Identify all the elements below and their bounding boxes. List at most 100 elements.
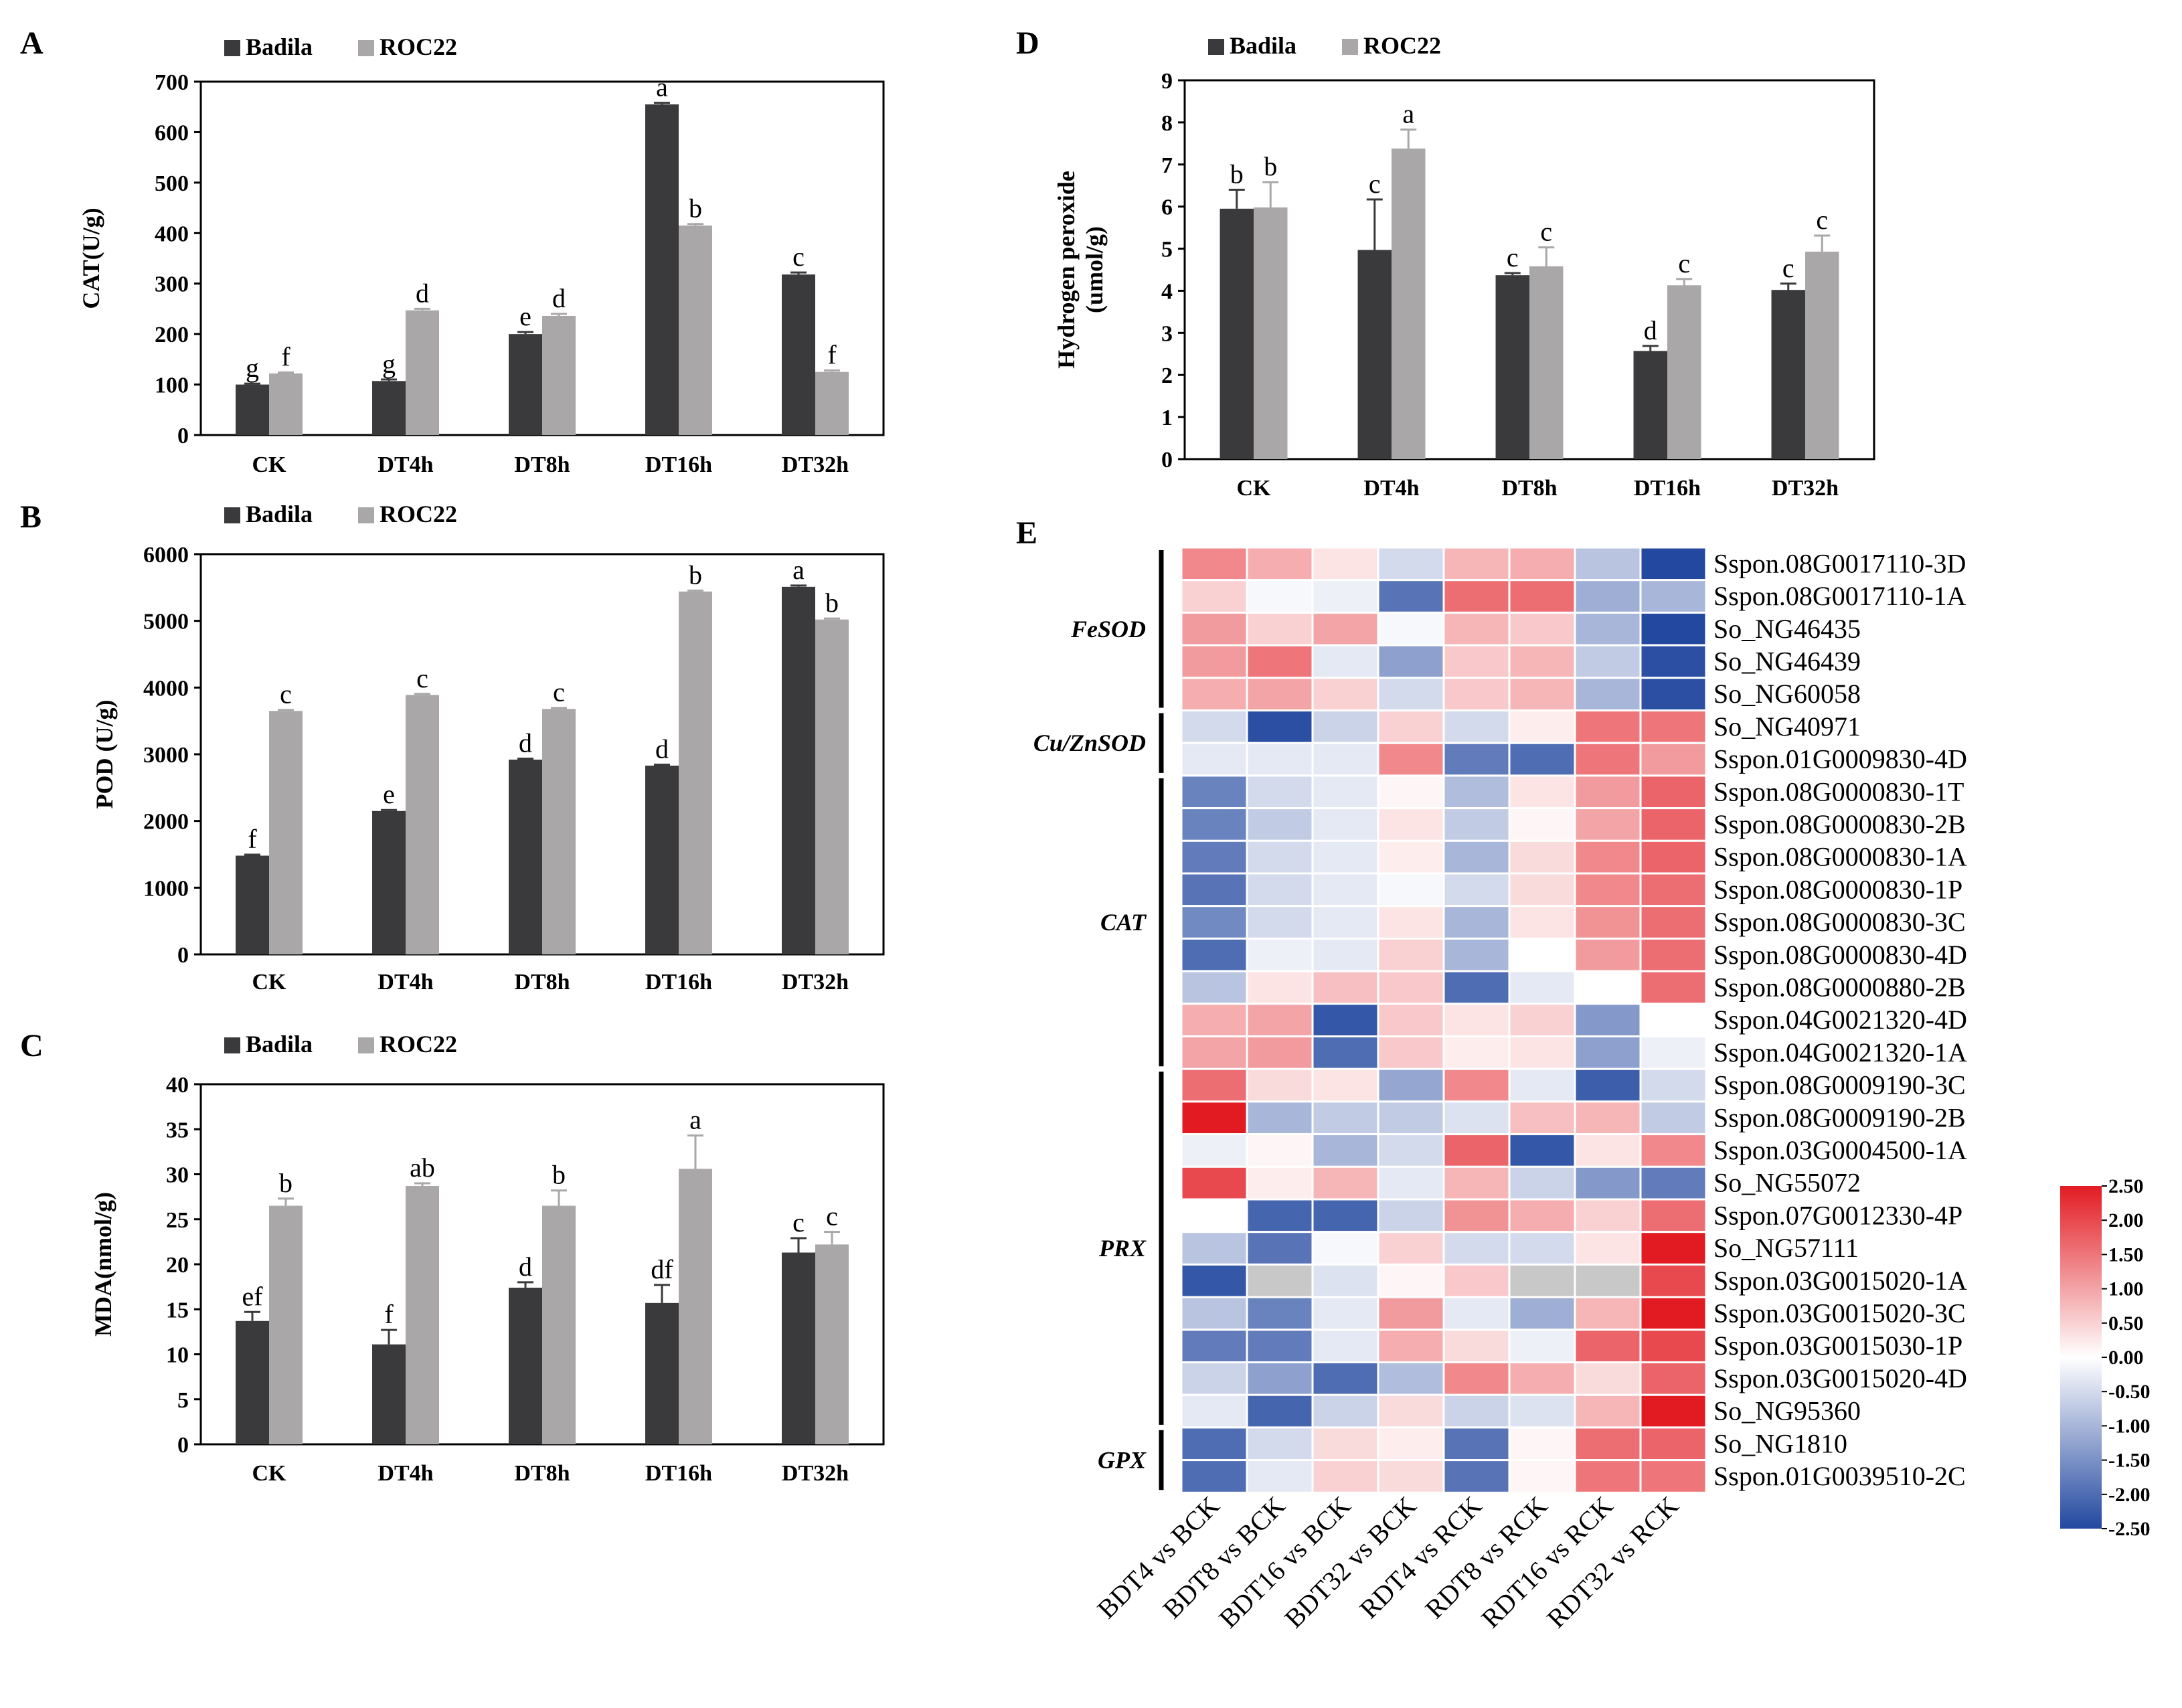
panel-c-mda-chart: C Badila ROC22 0 5 10 15 20 25 30 35 40 MDA(nmol/g) C… <box>20 1028 885 1486</box>
heatmap-cell <box>1639 742 1707 777</box>
significance-letter: c <box>1782 253 1794 283</box>
bar-badila-dt16h <box>645 104 679 435</box>
heatmap-cell <box>1442 970 1511 1005</box>
heatmap-cell <box>1311 1003 1379 1038</box>
bar-badila-dt16h <box>1633 351 1667 459</box>
heatmap-cell <box>1574 937 1642 972</box>
heatmap-cell <box>1246 644 1314 679</box>
heatmap-cell <box>1442 1003 1511 1038</box>
heatmap-cell <box>1246 1361 1314 1396</box>
heatmap-cell <box>1377 644 1445 679</box>
heatmap-cell <box>1311 807 1379 842</box>
significance-letter: d <box>519 1252 532 1282</box>
heatmap-cell <box>1574 611 1642 647</box>
heatmap-cell <box>1574 1035 1642 1070</box>
heatmap-cell <box>1442 1068 1511 1103</box>
heatmap-cell <box>1574 1361 1642 1396</box>
x-category-label: DT16h <box>645 1461 712 1486</box>
heatmap-cell <box>1508 1296 1576 1331</box>
heatmap-cell <box>1246 970 1314 1005</box>
significance-letter: c <box>416 663 428 693</box>
x-category-label: CK <box>252 970 287 995</box>
y-tick-label: 40 <box>166 1073 189 1098</box>
legend-swatch-badila <box>1208 39 1224 55</box>
bar-badila-dt8h <box>509 759 542 954</box>
heatmap-cell <box>1574 1100 1642 1136</box>
heatmap-cell <box>1639 1133 1707 1168</box>
heatmap-cell <box>1180 1231 1248 1266</box>
heatmap-cell <box>1442 742 1511 777</box>
significance-letter: d <box>655 734 669 764</box>
heatmap-cell <box>1311 742 1379 777</box>
x-category-label: DT4h <box>377 452 433 477</box>
heatmap-cell <box>1442 807 1511 842</box>
significance-letter: b <box>1230 159 1244 189</box>
x-category-label: DT32h <box>782 970 849 995</box>
heatmap-cell <box>1311 1459 1379 1494</box>
heatmap-cell <box>1180 905 1248 940</box>
heatmap-cell <box>1377 709 1445 744</box>
heatmap-cell <box>1311 1165 1379 1201</box>
legend-swatch-badila <box>224 1037 240 1053</box>
heatmap-cell <box>1180 1165 1248 1201</box>
y-tick-label: 100 <box>155 373 189 398</box>
gene-label: So_NG46439 <box>1713 646 1861 676</box>
heatmap-cell <box>1639 937 1707 972</box>
heatmap-cell <box>1508 1361 1576 1396</box>
heatmap-cell <box>1180 937 1248 972</box>
x-category-label: DT4h <box>377 1461 433 1486</box>
heatmap-cell <box>1442 937 1511 972</box>
heatmap-cell <box>1508 709 1576 744</box>
bar-roc22-dt32h <box>815 619 849 954</box>
heatmap-cell <box>1246 1296 1314 1331</box>
heatmap-cell <box>1639 1393 1707 1429</box>
heatmap-cell <box>1442 1133 1511 1168</box>
heatmap-cell <box>1639 579 1707 614</box>
bar-roc22-dt4h <box>406 310 439 435</box>
x-category-label: DT4h <box>1363 476 1419 501</box>
heatmap-cell <box>1574 1426 1642 1462</box>
significance-letter: f <box>827 339 837 369</box>
heatmap-cell <box>1639 839 1707 875</box>
heatmap-cell <box>1508 1231 1576 1266</box>
heatmap-cell <box>1311 937 1379 972</box>
heatmap-cell <box>1246 1329 1314 1364</box>
heatmap-cell <box>1180 1198 1248 1233</box>
heatmap-cell <box>1246 579 1314 614</box>
heatmap-cell <box>1377 774 1445 810</box>
gene-label: Sspon.08G0009190-2B <box>1713 1102 1966 1132</box>
bar-roc22-dt32h <box>1805 251 1839 459</box>
heatmap-cell <box>1377 742 1445 777</box>
heatmap-cell <box>1639 1361 1707 1396</box>
y-tick-label: 3 <box>1161 321 1173 346</box>
heatmap-cell <box>1180 1393 1248 1429</box>
gene-label: Sspon.04G0021320-1A <box>1713 1037 1967 1068</box>
significance-letter: f <box>384 1299 394 1329</box>
significance-letter: c <box>1816 205 1828 235</box>
x-category-label: DT8h <box>514 452 570 477</box>
gene-label: So_NG57111 <box>1713 1233 1859 1263</box>
heatmap-cell <box>1311 839 1379 875</box>
heatmap-cell <box>1442 1426 1511 1462</box>
panel-letter: C <box>20 1028 44 1063</box>
x-category-label: DT16h <box>1634 476 1701 501</box>
scale-tick-label: -1.00 <box>2108 1415 2151 1437</box>
heatmap-cell <box>1246 839 1314 875</box>
y-tick-label: 700 <box>155 70 189 95</box>
heatmap-cell <box>1442 839 1511 875</box>
heatmap-cell <box>1508 742 1576 777</box>
heatmap-cell <box>1574 872 1642 908</box>
y-tick-label: 0 <box>177 943 189 968</box>
y-tick-label: 5000 <box>143 610 189 634</box>
y-tick-label: 5 <box>1161 238 1173 262</box>
legend-swatch-roc22 <box>358 1037 374 1053</box>
gene-label: Sspon.08G0009190-3C <box>1713 1070 1966 1100</box>
heatmap-cell <box>1180 1100 1248 1136</box>
heatmap-cell <box>1246 807 1314 842</box>
bar-roc22-dt8h <box>1529 266 1564 459</box>
x-category-label: CK <box>1237 476 1272 501</box>
bar-roc22-dt8h <box>542 1205 576 1444</box>
group-label: PRX <box>1098 1235 1147 1262</box>
heatmap-cell <box>1574 677 1642 711</box>
heatmap-cell <box>1377 1035 1445 1070</box>
